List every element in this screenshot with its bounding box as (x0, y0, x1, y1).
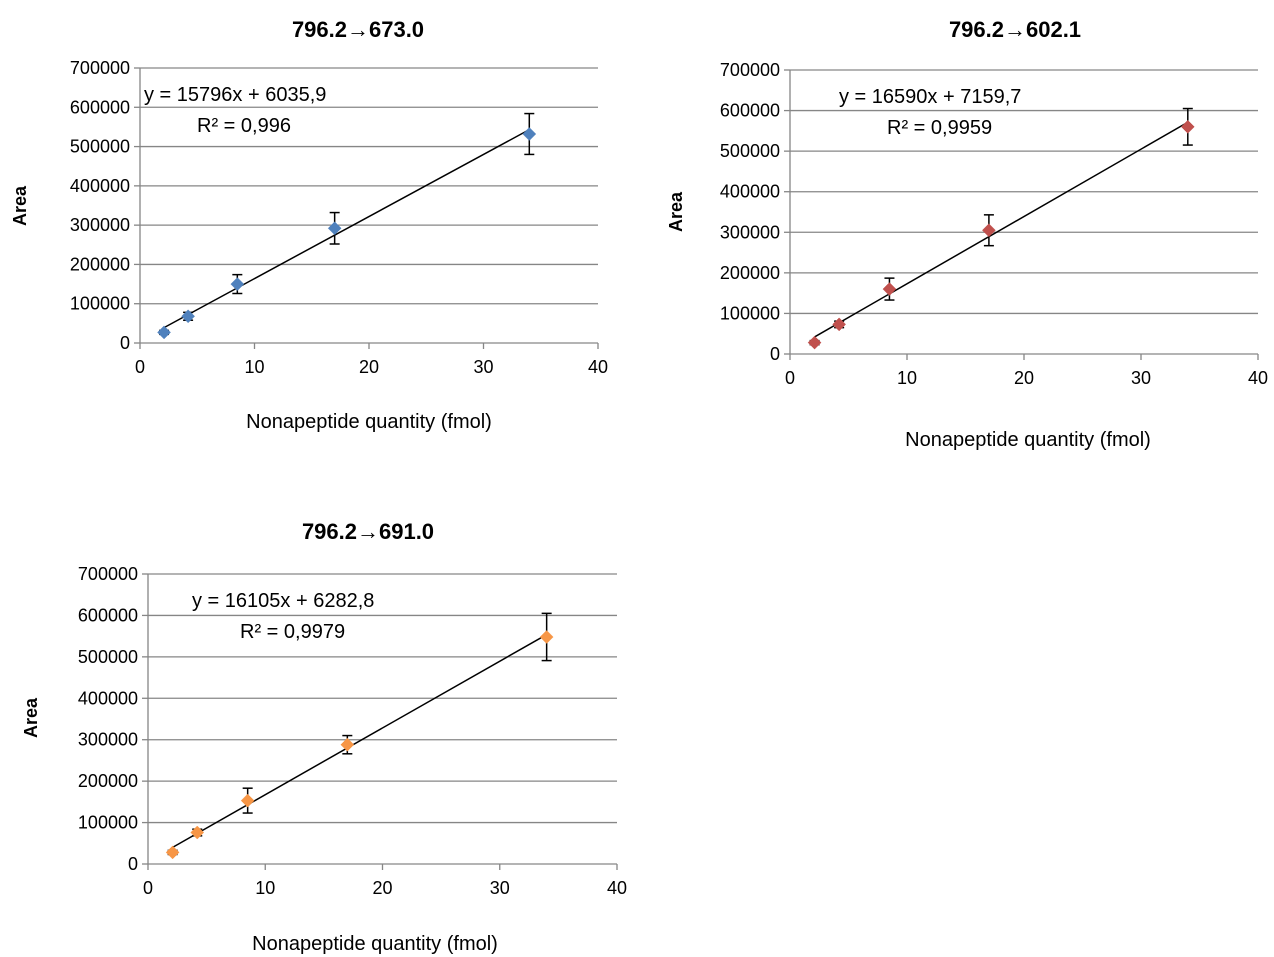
data-point (982, 223, 996, 238)
data-point (340, 737, 355, 752)
error-bars (809, 107, 1193, 346)
x-tick-label: 0 (135, 357, 145, 377)
x-tick-label: 10 (897, 368, 917, 388)
x-tick-label: 0 (143, 878, 153, 898)
data-point (807, 335, 822, 350)
data-point (230, 277, 245, 291)
y-tick-label: 300000 (78, 730, 138, 750)
y-tick-label: 100000 (720, 303, 780, 323)
y-tick-labels: 0 100000 200000 300000 400000 500000 600000 700… (720, 60, 780, 364)
y-tick-label: 700000 (720, 60, 780, 80)
data-points (807, 119, 1195, 350)
data-point (832, 317, 846, 332)
x-tick-label: 20 (359, 357, 379, 377)
y-axis-label: Area (10, 185, 30, 226)
x-tick-label: 20 (1014, 368, 1034, 388)
y-tick-labels: 0 100000 200000 300000 400000 500000 600000 700… (70, 58, 130, 353)
data-point (240, 793, 255, 808)
data-points (157, 127, 537, 340)
grid-lines (148, 573, 617, 824)
x-axis-label: Nonapeptide quantity (fmol) (905, 429, 1151, 451)
y-tick-label: 200000 (78, 771, 138, 791)
trendline-line (163, 128, 530, 329)
x-tick-label: 40 (607, 878, 627, 898)
chart-796-602: 796.2→602.1 0 100000 200000 300000 400000 500… (666, 17, 1268, 451)
data-point (190, 825, 205, 840)
equation-label: y = 16105x + 6282,8 (192, 590, 374, 612)
x-tick-labels: 0 10 20 30 40 (143, 878, 627, 898)
data-point (522, 127, 537, 141)
x-axis-label: Nonapeptide quantity (fmol) (252, 933, 498, 955)
y-tick-label: 0 (120, 333, 130, 353)
y-tick-label: 200000 (70, 254, 130, 274)
grid-lines (790, 69, 1258, 315)
y-tick-label: 400000 (70, 176, 130, 196)
y-tick-label: 400000 (78, 688, 138, 708)
trendline-line (172, 633, 548, 849)
y-tick-label: 200000 (720, 263, 780, 283)
y-tick-label: 700000 (70, 58, 130, 78)
trendline (172, 633, 548, 849)
y-tick-label: 500000 (78, 647, 138, 667)
y-tick-label: 0 (770, 344, 780, 364)
x-axis-label: Nonapeptide quantity (fmol) (246, 411, 492, 433)
data-point (157, 325, 171, 340)
data-point (181, 309, 195, 324)
x-tick-label: 30 (1131, 368, 1151, 388)
chart-title: 796.2→602.1 (949, 17, 1081, 42)
trendline (814, 121, 1189, 338)
grid-lines (140, 67, 598, 305)
x-tick-label: 30 (490, 878, 510, 898)
chart-title: 796.2→673.0 (292, 17, 424, 42)
x-tick-label: 20 (372, 878, 392, 898)
y-tick-label: 100000 (78, 813, 138, 833)
x-tick-labels: 0 10 20 30 40 (785, 368, 1268, 388)
x-tick-label: 10 (244, 357, 264, 377)
equation-label: y = 16590x + 7159,7 (839, 86, 1021, 108)
y-tick-label: 300000 (720, 222, 780, 242)
trendline-line (814, 121, 1189, 338)
r-squared-label: R² = 0,9959 (887, 117, 992, 139)
data-point (882, 282, 897, 296)
data-point (165, 845, 180, 860)
y-axis-label: Area (21, 697, 41, 738)
y-tick-label: 300000 (70, 215, 130, 235)
y-tick-label: 600000 (78, 605, 138, 625)
x-tick-label: 40 (588, 357, 608, 377)
axes (142, 573, 618, 870)
chart-796-673: 796.2→673.0 0 100000 200000 300000 400000 500… (10, 17, 608, 433)
r-squared-label: R² = 0,996 (197, 115, 291, 137)
y-tick-label: 400000 (720, 182, 780, 202)
axes (134, 67, 599, 349)
data-point (1180, 119, 1195, 134)
y-tick-labels: 0 100000 200000 300000 400000 500000 600000 700… (78, 564, 138, 874)
y-tick-label: 500000 (70, 137, 130, 157)
x-tick-label: 10 (255, 878, 275, 898)
x-tick-label: 30 (473, 357, 493, 377)
y-tick-label: 500000 (720, 141, 780, 161)
chart-796-691: 796.2→691.0 0 100000 200000 300000 400000 500… (21, 519, 627, 955)
x-tick-label: 0 (785, 368, 795, 388)
y-tick-label: 600000 (70, 97, 130, 117)
data-point (539, 630, 554, 644)
y-tick-label: 700000 (78, 564, 138, 584)
x-tick-labels: 0 10 20 30 40 (135, 357, 608, 377)
y-tick-label: 0 (128, 854, 138, 874)
r-squared-label: R² = 0,9979 (240, 621, 345, 643)
equation-label: y = 15796x + 6035,9 (144, 84, 326, 106)
axes (784, 69, 1259, 360)
y-tick-label: 600000 (720, 101, 780, 121)
y-tick-label: 100000 (70, 294, 130, 314)
y-axis-label: Area (666, 191, 686, 232)
data-points (165, 630, 554, 860)
trendline (163, 128, 530, 329)
data-point (327, 221, 342, 236)
x-tick-label: 40 (1248, 368, 1268, 388)
chart-title: 796.2→691.0 (302, 519, 434, 544)
